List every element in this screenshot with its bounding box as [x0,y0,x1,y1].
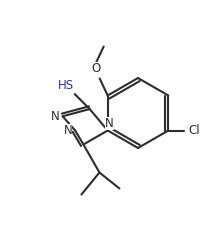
Text: N: N [51,110,60,123]
Text: HS: HS [58,79,74,91]
Text: N: N [105,117,114,130]
Text: N: N [64,124,72,137]
Text: Cl: Cl [189,124,200,137]
Text: O: O [91,62,100,75]
